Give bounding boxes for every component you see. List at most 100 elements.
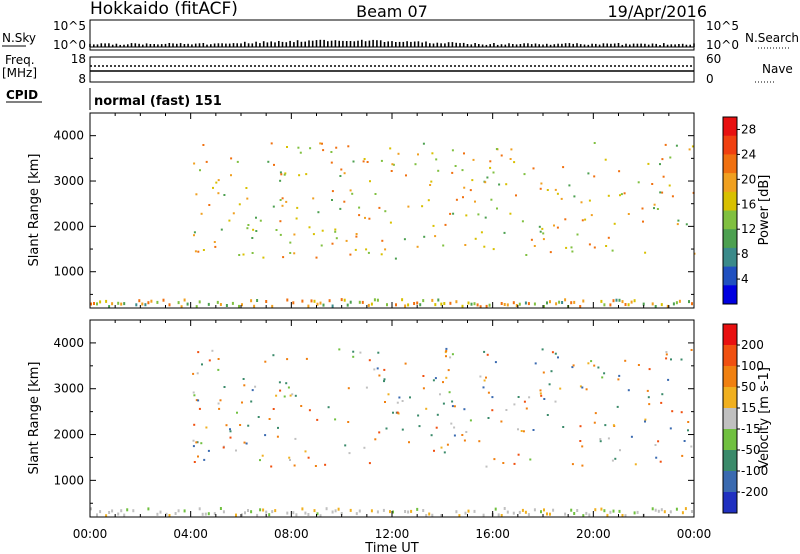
data-cell [286,146,288,148]
data-cell [512,301,515,305]
data-cell [177,301,180,305]
data-cell [600,299,603,303]
data-cell [476,303,479,307]
data-cell [255,216,257,219]
beam-title: Beam 07 [356,2,428,21]
data-cell [120,302,123,306]
data-cell [407,303,410,307]
data-cell [141,302,144,306]
data-cell [262,256,265,259]
data-cell [197,250,200,253]
data-cell [358,300,361,304]
data-cell [358,206,361,209]
data-cell [627,303,630,307]
data-cell [404,304,407,308]
data-cell [691,145,694,148]
data-cell [678,299,681,303]
data-cell [255,230,258,232]
data-cell [495,148,498,150]
cpid-panel: CPID normal (fast) 151 [6,88,222,110]
data-cell [413,302,416,305]
data-cell [232,212,235,215]
data-cell [471,179,474,182]
nave-label: Nave [762,62,793,76]
freq-label-1: Freq. [5,53,35,67]
data-cell [369,180,371,183]
data-cell [604,158,607,161]
data-cell [202,144,205,146]
data-cell [443,302,446,305]
data-cell [322,303,325,307]
data-cell [422,299,425,303]
data-cell [186,302,189,306]
data-cell [524,301,527,305]
data-cell [538,225,541,228]
data-cell [195,193,198,196]
cpid-mode: normal (fast) 151 [94,94,222,109]
data-cell [500,154,503,157]
data-cell [347,145,350,148]
data-cell [505,183,508,186]
data-cell [465,214,468,217]
data-cell [373,298,376,302]
data-cell [671,195,674,198]
noise-tick-left-bottom: 10^0 [53,38,86,52]
data-cell [156,300,159,304]
noise-tick-left-top: 10^5 [53,19,86,33]
data-cell [654,305,657,308]
data-cell [582,299,585,303]
data-cell [401,298,404,302]
data-cell [579,305,582,308]
data-cell [431,152,434,155]
data-cell [147,301,150,305]
data-cell [96,302,98,306]
data-cell [358,214,361,217]
data-cell [570,246,573,249]
data-cell [99,300,102,304]
data-cell [282,256,285,259]
data-cell [367,303,370,307]
data-cell [238,203,241,206]
data-cell [286,298,289,302]
data-cell [389,147,392,150]
data-cell [431,298,434,302]
data-cell [484,181,487,184]
data-cell [532,167,535,170]
data-cell [489,166,492,169]
data-cell [194,250,197,253]
data-cell [331,304,334,308]
data-cell [363,158,366,160]
data-cell [484,216,487,219]
data-cell [138,299,141,303]
nave-tick-top: 60 [706,52,721,66]
data-cell [279,171,282,174]
data-cell [590,214,593,217]
data-cell [627,213,630,215]
data-cell [281,197,284,200]
data-cell [546,301,548,305]
data-cell [555,302,558,306]
data-cell [518,302,521,306]
data-cell [384,210,387,213]
data-cell [362,160,365,163]
data-cell [307,304,310,308]
data-cell [434,303,437,307]
data-cell [245,187,248,189]
cpid-label: CPID [6,88,38,102]
data-cell [346,303,349,307]
data-cell [485,304,488,308]
data-cell [564,298,567,302]
data-cell [576,233,579,236]
data-cell [624,303,627,306]
data-cell [496,207,498,210]
data-cell [633,299,636,303]
data-cell [554,188,557,191]
data-cell [500,302,503,305]
data-cell [558,300,561,304]
data-cell [299,151,302,154]
data-cell [228,219,231,222]
data-cell [168,303,171,307]
data-cell [349,253,352,256]
data-cell [317,211,320,214]
